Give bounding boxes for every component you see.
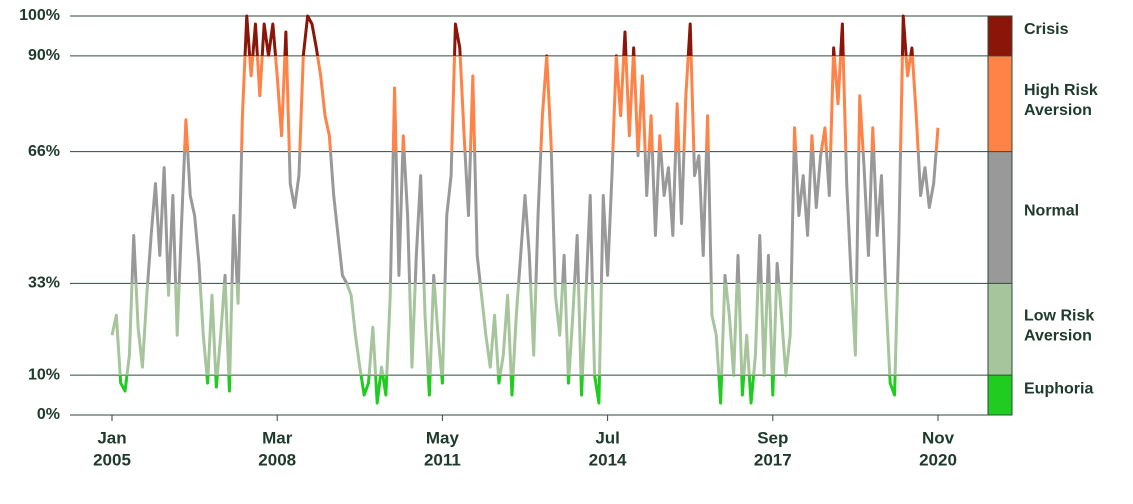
x-tick-label: Sep — [757, 428, 788, 447]
x-tick-label: Nov — [922, 428, 955, 447]
x-tick-label: 2011 — [424, 450, 461, 469]
band-label: Crisis — [1024, 21, 1069, 38]
x-tick-label: May — [426, 428, 460, 447]
band-swatch — [988, 151, 1012, 284]
y-tick-label: 90% — [28, 47, 60, 64]
band-label: High Risk — [1024, 82, 1098, 99]
x-tick-label: 2008 — [258, 450, 296, 469]
risk-line — [110, 14, 940, 405]
band-label: Low Risk — [1024, 307, 1094, 324]
x-tick-label: 2020 — [919, 450, 957, 469]
y-tick-label: 100% — [19, 7, 60, 24]
band-label: Normal — [1024, 203, 1079, 220]
x-tick-label: 2017 — [754, 450, 792, 469]
band-swatch — [988, 55, 1012, 152]
band-label: Aversion — [1024, 102, 1092, 119]
y-tick-label: 66% — [28, 143, 60, 160]
band-label: Aversion — [1024, 327, 1092, 344]
x-tick-label: 2014 — [589, 450, 627, 469]
y-tick-label: 10% — [28, 366, 60, 383]
band-swatch — [988, 16, 1012, 56]
x-tick-label: Jan — [97, 428, 126, 447]
y-tick-label: 33% — [28, 275, 60, 292]
x-tick-label: Mar — [262, 428, 293, 447]
band-label: Euphoria — [1024, 380, 1093, 397]
band-swatch — [988, 375, 1012, 415]
x-tick-label: 2005 — [93, 450, 131, 469]
band-swatch — [988, 283, 1012, 376]
y-tick-label: 0% — [37, 406, 60, 423]
x-tick-label: Jul — [595, 428, 620, 447]
